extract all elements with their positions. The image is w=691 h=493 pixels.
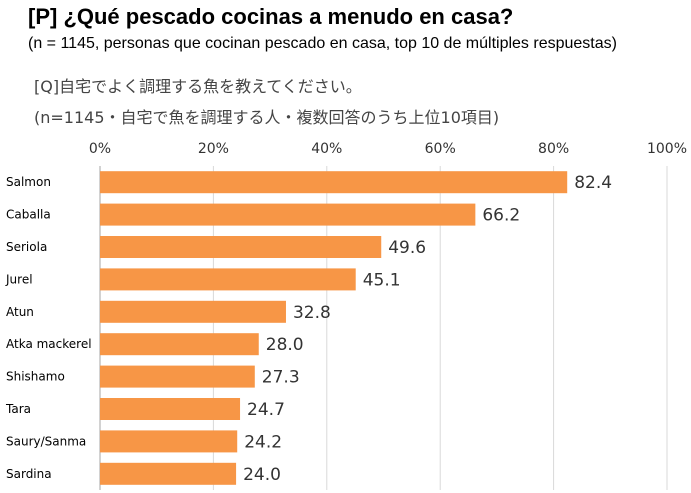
data-label: 66.2: [482, 206, 520, 226]
bar: [100, 300, 286, 323]
data-label: 28.0: [266, 335, 304, 355]
category-label: Atka mackerel: [6, 337, 92, 351]
data-label: 45.1: [363, 270, 401, 290]
x-tick-label: 0%: [89, 141, 111, 157]
bar: [100, 333, 259, 356]
x-tick-label: 20%: [198, 141, 229, 157]
bar: [100, 398, 241, 420]
question-jp: [Q]自宅でよく調理する魚を教えてください。: [34, 77, 362, 96]
category-label: Caballa: [6, 208, 51, 222]
category-label: Seriola: [6, 240, 47, 254]
category-label: Salmon: [6, 175, 51, 189]
category-label: Shishamo: [6, 370, 65, 384]
category-label: Saury/Sanma: [6, 434, 86, 448]
data-label: 24.2: [244, 432, 282, 452]
category-label: Jurel: [5, 272, 33, 286]
category-label: Atun: [6, 305, 34, 319]
bar: [100, 171, 568, 194]
data-label: 27.3: [262, 368, 300, 388]
bar: [100, 462, 237, 485]
bar: [100, 430, 238, 453]
data-label: 82.4: [574, 173, 612, 193]
x-tick-label: 60%: [425, 141, 456, 157]
chart-subtitle: (n = 1145, personas que cocinan pescado …: [28, 35, 617, 52]
x-tick-label: 80%: [538, 141, 569, 157]
bar: [100, 203, 476, 226]
bar: [100, 268, 356, 291]
bar: [100, 365, 255, 388]
category-label: Tara: [5, 402, 31, 416]
chart-title: [P] ¿Qué pescado cocinas a menudo en cas…: [28, 4, 514, 29]
data-label: 49.6: [388, 238, 426, 258]
x-tick-label: 40%: [311, 141, 342, 157]
x-tick-label: 100%: [647, 141, 687, 157]
data-label: 24.7: [247, 400, 285, 420]
note-jp: (n=1145・自宅で魚を調理する人・複数回答のうち上位10項目): [34, 108, 500, 127]
data-label: 24.0: [243, 465, 281, 485]
bar: [100, 236, 382, 258]
category-label: Sardina: [6, 467, 52, 481]
data-label: 32.8: [293, 303, 331, 323]
